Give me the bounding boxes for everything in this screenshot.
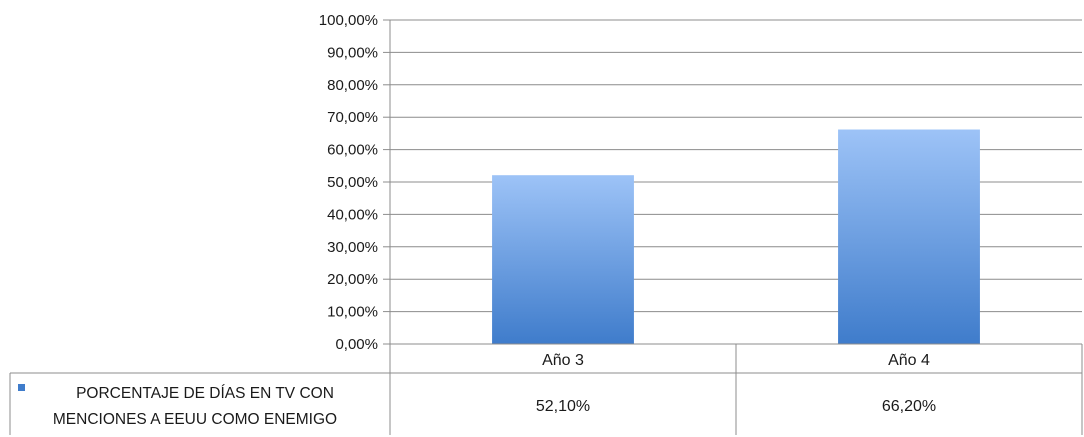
bar-2	[838, 129, 980, 344]
data-label: 52,10%	[536, 398, 590, 415]
legend-key	[18, 384, 25, 391]
bar-1	[492, 175, 634, 344]
y-tick-label: 80,00%	[327, 77, 378, 94]
data-table: Año 3 52,10% Año 4 66,20% PORCENTAJE DE DÍAS…	[9, 343, 1083, 435]
y-tick-label: 0,00%	[335, 336, 378, 353]
legend-label-line-2: MENCIONES A EEUU COMO ENEMIGO	[53, 411, 337, 428]
y-tick-label: 40,00%	[327, 206, 378, 223]
y-tick-label: 70,00%	[327, 109, 378, 126]
y-tick-label: 10,00%	[327, 304, 378, 321]
data-label: 66,20%	[882, 398, 936, 415]
y-tick-label: 90,00%	[327, 44, 378, 61]
y-tick-label: 20,00%	[327, 271, 378, 288]
y-axis: 0,00% 10,00% 20,00% 30,00% 40,00% 50,00% 60,00…	[319, 12, 391, 435]
y-tick-label: 60,00%	[327, 142, 378, 159]
category-label: Año 3	[542, 352, 584, 369]
y-tick-label: 100,00%	[319, 12, 378, 29]
y-tick-label: 50,00%	[327, 174, 378, 191]
category-label: Año 4	[888, 352, 930, 369]
y-tick-label: 30,00%	[327, 239, 378, 256]
bars	[492, 129, 980, 344]
legend-label-line-1: PORCENTAJE DE DÍAS EN TV CON	[76, 385, 334, 402]
